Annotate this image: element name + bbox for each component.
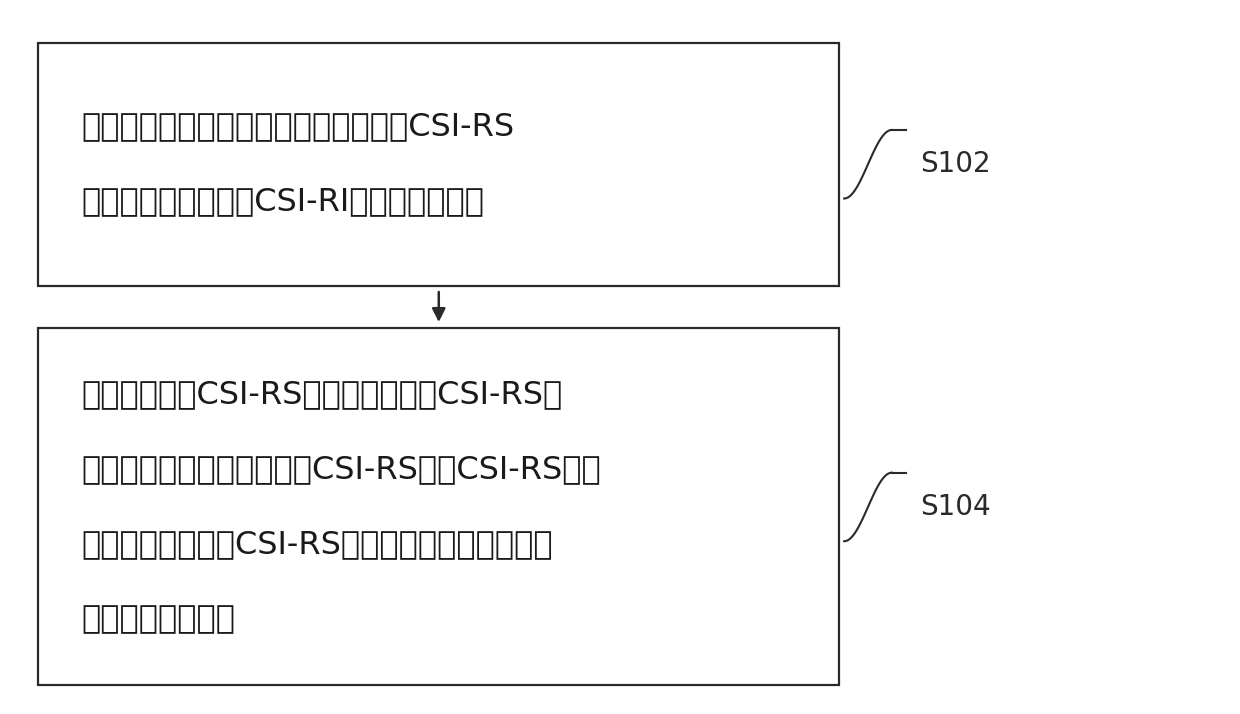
Text: 源上，并进行传输: 源上，并进行传输: [81, 604, 236, 635]
Bar: [38, 328, 839, 685]
Text: 基站为终端配置信道状态信息参考信号CSI-RS: 基站为终端配置信道状态信息参考信号CSI-RS: [81, 111, 515, 142]
Text: 该基站依据该CSI-RS资源参数发送该CSI-RS至: 该基站依据该CSI-RS资源参数发送该CSI-RS至: [81, 379, 562, 410]
Text: 资源参数，并发送该CSI-RI资源参数至终端: 资源参数，并发送该CSI-RI资源参数至终端: [81, 186, 484, 217]
Text: 索引号映射在与该CSI-RS端口索引号对应的时频资: 索引号映射在与该CSI-RS端口索引号对应的时频资: [81, 529, 553, 560]
Text: 该终端，其中，该基站将该CSI-RS依据CSI-RS端口: 该终端，其中，该基站将该CSI-RS依据CSI-RS端口: [81, 454, 601, 485]
Text: S104: S104: [920, 493, 991, 521]
Text: S102: S102: [920, 150, 991, 178]
Bar: [38, 43, 839, 286]
